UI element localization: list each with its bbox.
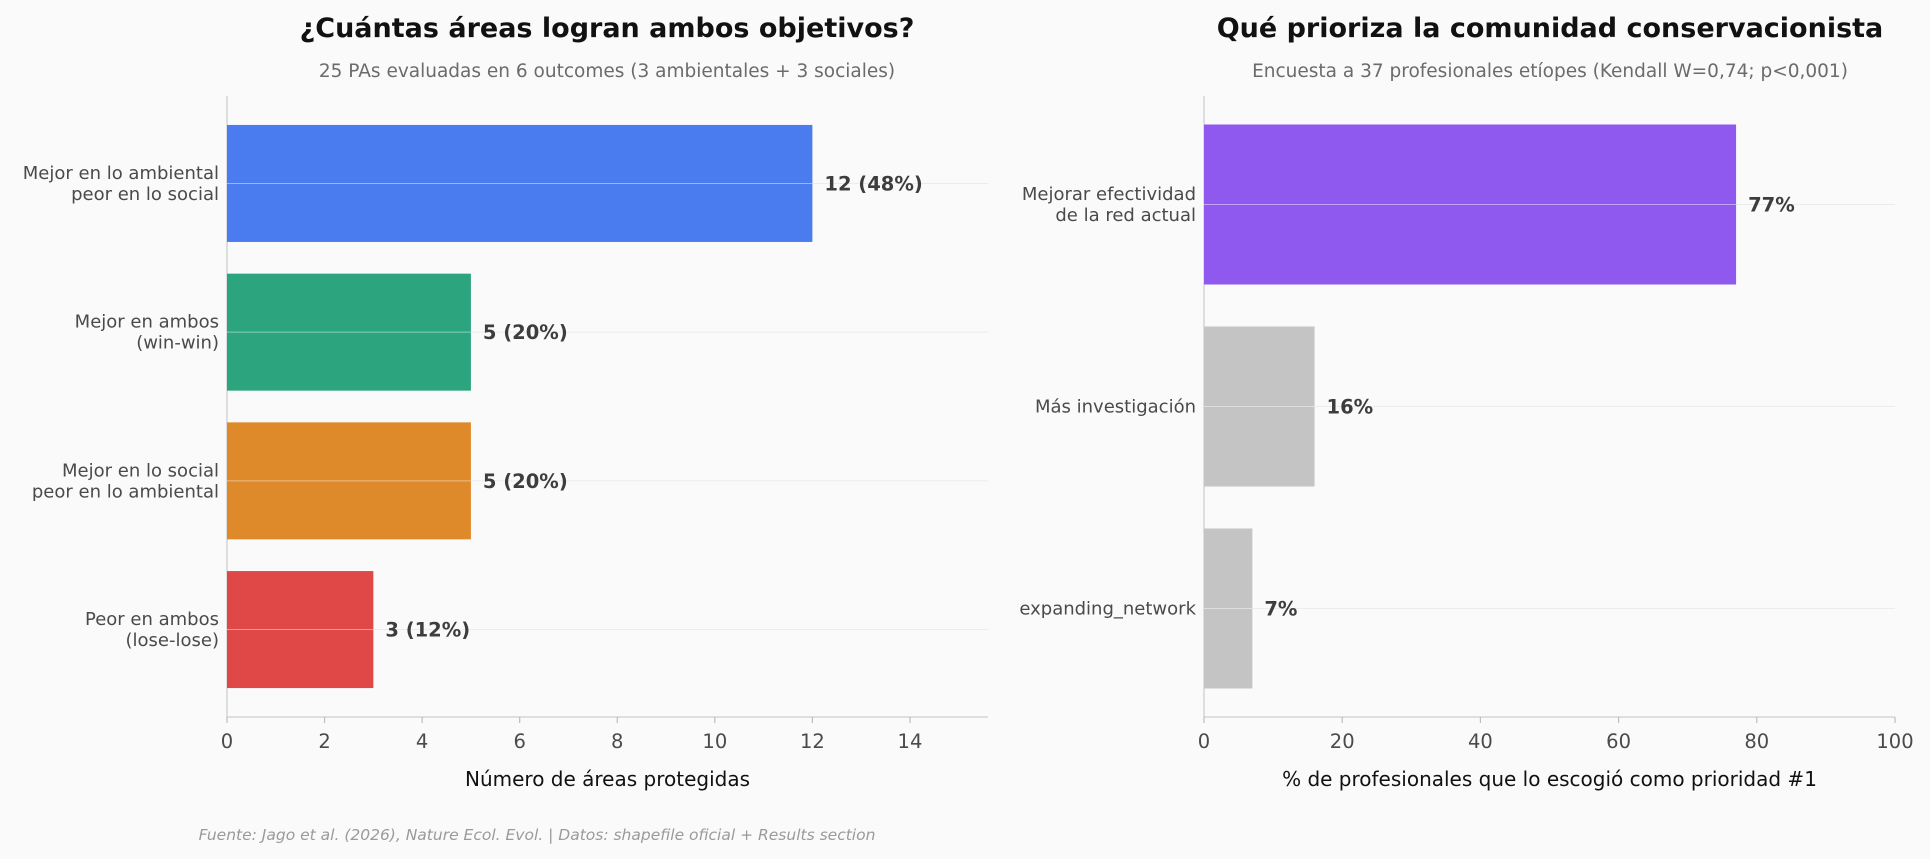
chart-conservation-priorities: Qué prioriza la comunidad conservacionis… bbox=[1019, 13, 1913, 791]
x-tick-label: 6 bbox=[513, 730, 525, 753]
data-label: 16% bbox=[1327, 396, 1374, 419]
data-label: 77% bbox=[1748, 194, 1795, 217]
x-axis-label: % de profesionales que lo escogió como p… bbox=[1282, 767, 1817, 791]
chart-area-outcomes: ¿Cuántas áreas logran ambos objetivos?25… bbox=[23, 13, 988, 791]
x-tick-label: 8 bbox=[611, 730, 623, 753]
x-tick-label: 2 bbox=[318, 730, 330, 753]
data-label: 5 (20%) bbox=[483, 470, 568, 493]
x-tick-label: 40 bbox=[1468, 730, 1493, 753]
x-tick-label: 0 bbox=[1198, 730, 1210, 753]
x-tick-label: 10 bbox=[702, 730, 727, 753]
chart-subtitle: Encuesta a 37 profesionales etíopes (Ken… bbox=[1252, 61, 1848, 82]
bar-priority-3 bbox=[1204, 528, 1253, 689]
x-tick-label: 14 bbox=[898, 730, 923, 753]
x-tick-label: 0 bbox=[221, 730, 233, 753]
bar-outcome-4 bbox=[227, 571, 374, 689]
data-label: 5 (20%) bbox=[483, 321, 568, 344]
category-label: expanding_network bbox=[1019, 599, 1196, 620]
data-label: 12 (48%) bbox=[824, 172, 922, 195]
source-note: Fuente: Jago et al. (2026), Nature Ecol.… bbox=[199, 826, 876, 844]
data-label: 3 (12%) bbox=[385, 619, 470, 642]
bar-outcome-2 bbox=[227, 273, 471, 391]
x-tick-label: 60 bbox=[1606, 730, 1631, 753]
category-label: Mejorar efectividad de la red actual bbox=[1022, 184, 1196, 226]
bar-priority-1 bbox=[1204, 124, 1737, 285]
x-axis-label: Número de áreas protegidas bbox=[465, 767, 750, 791]
category-label: Mejor en lo ambiental peor en lo social bbox=[23, 163, 219, 205]
x-tick-label: 100 bbox=[1876, 730, 1913, 753]
bar-outcome-3 bbox=[227, 422, 471, 540]
chart-title: Qué prioriza la comunidad conservacionis… bbox=[1217, 13, 1884, 44]
category-label: Mejor en lo social peor en lo ambiental bbox=[32, 460, 219, 502]
x-tick-label: 80 bbox=[1744, 730, 1769, 753]
bar-priority-2 bbox=[1204, 326, 1315, 487]
x-tick-label: 12 bbox=[800, 730, 825, 753]
x-tick-label: 20 bbox=[1330, 730, 1355, 753]
x-tick-label: 4 bbox=[416, 730, 428, 753]
chart-subtitle: 25 PAs evaluadas en 6 outcomes (3 ambien… bbox=[319, 61, 895, 82]
category-label: Peor en ambos (lose-lose) bbox=[85, 609, 219, 651]
bar-outcome-1 bbox=[227, 124, 813, 242]
category-label: Más investigación bbox=[1035, 397, 1196, 418]
chart-title: ¿Cuántas áreas logran ambos objetivos? bbox=[300, 13, 915, 44]
data-label: 7% bbox=[1264, 598, 1297, 621]
category-label: Mejor en ambos (win-win) bbox=[75, 312, 219, 354]
